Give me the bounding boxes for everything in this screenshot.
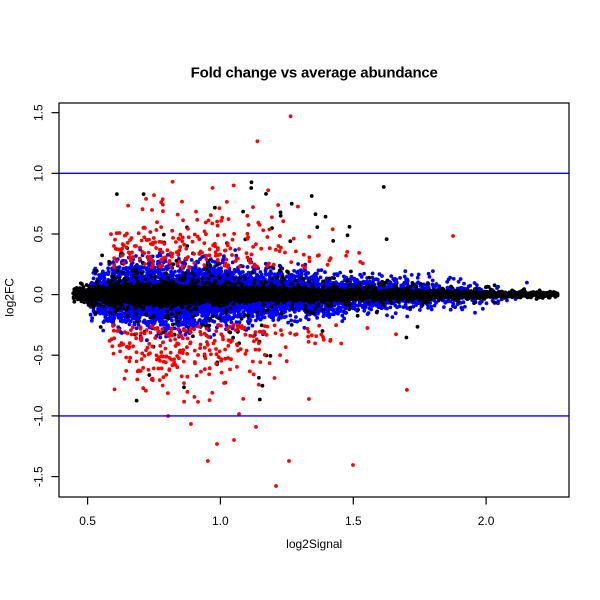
svg-text:0.5: 0.5 <box>79 514 96 528</box>
svg-text:0.5: 0.5 <box>31 225 45 242</box>
svg-text:1.0: 1.0 <box>212 514 229 528</box>
svg-text:-1.0: -1.0 <box>31 405 45 426</box>
svg-text:Fold change vs average abundan: Fold change vs average abundance <box>191 65 438 82</box>
svg-text:2.0: 2.0 <box>478 514 495 528</box>
svg-text:-0.5: -0.5 <box>31 345 45 366</box>
svg-text:log2FC: log2FC <box>3 278 17 317</box>
svg-text:1.5: 1.5 <box>345 514 362 528</box>
svg-text:-1.5: -1.5 <box>31 466 45 487</box>
svg-text:1.0: 1.0 <box>31 165 45 182</box>
svg-text:log2Signal: log2Signal <box>286 537 342 551</box>
svg-text:0.0: 0.0 <box>31 286 45 303</box>
svg-text:1.5: 1.5 <box>31 104 45 121</box>
